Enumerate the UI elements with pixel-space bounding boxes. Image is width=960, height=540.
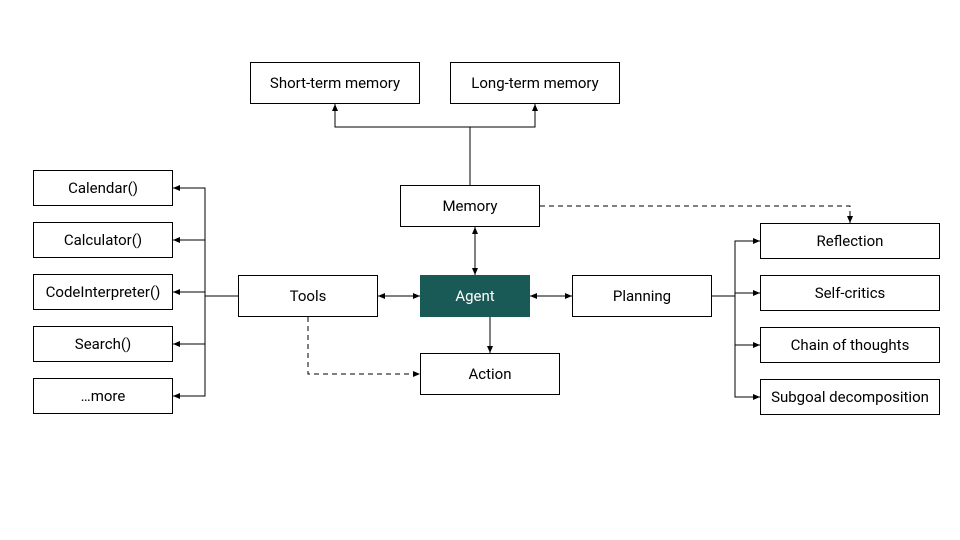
- node-label: Tools: [290, 287, 327, 305]
- node-reflection: Reflection: [760, 223, 940, 259]
- node-action: Action: [420, 353, 560, 395]
- node-self-critics: Self-critics: [760, 275, 940, 311]
- node-label: Subgoal decomposition: [771, 388, 929, 406]
- node-tools: Tools: [238, 275, 378, 317]
- node-label: Action: [468, 365, 511, 383]
- node-long-term-memory: Long-term memory: [450, 62, 620, 104]
- edge: [173, 240, 238, 296]
- node-short-term-memory: Short-term memory: [250, 62, 420, 104]
- edge: [308, 317, 420, 374]
- node-label: Short-term memory: [270, 74, 400, 92]
- edge: [470, 104, 535, 185]
- node-label: Reflection: [817, 232, 884, 250]
- node-label: Chain of thoughts: [791, 336, 910, 354]
- node-search: Search(): [33, 326, 173, 362]
- node-label: Memory: [442, 197, 497, 215]
- edge: [712, 296, 760, 345]
- edge: [173, 188, 238, 296]
- node-label: Agent: [455, 287, 494, 305]
- node-label: Planning: [613, 287, 671, 305]
- node-codeinterpreter: CodeInterpreter(): [33, 274, 173, 310]
- node-label: Calculator(): [64, 231, 142, 249]
- node-memory: Memory: [400, 185, 540, 227]
- node-label: Long-term memory: [471, 74, 598, 92]
- edge: [335, 104, 470, 185]
- edge: [173, 292, 238, 296]
- node-label: CodeInterpreter(): [46, 283, 161, 301]
- edge: [173, 296, 238, 396]
- edge: [712, 296, 760, 397]
- node-calculator: Calculator(): [33, 222, 173, 258]
- node-planning: Planning: [572, 275, 712, 317]
- node-more: …more: [33, 378, 173, 414]
- node-label: Self-critics: [815, 284, 886, 302]
- node-calendar: Calendar(): [33, 170, 173, 206]
- node-subgoal-decomposition: Subgoal decomposition: [760, 379, 940, 415]
- edge: [712, 293, 760, 296]
- node-chain-of-thoughts: Chain of thoughts: [760, 327, 940, 363]
- node-agent: Agent: [420, 275, 530, 317]
- node-label: …more: [81, 387, 126, 405]
- edge: [712, 241, 760, 296]
- node-label: Calendar(): [68, 179, 138, 197]
- edge: [540, 206, 850, 223]
- edge: [173, 296, 238, 344]
- node-label: Search(): [75, 335, 131, 353]
